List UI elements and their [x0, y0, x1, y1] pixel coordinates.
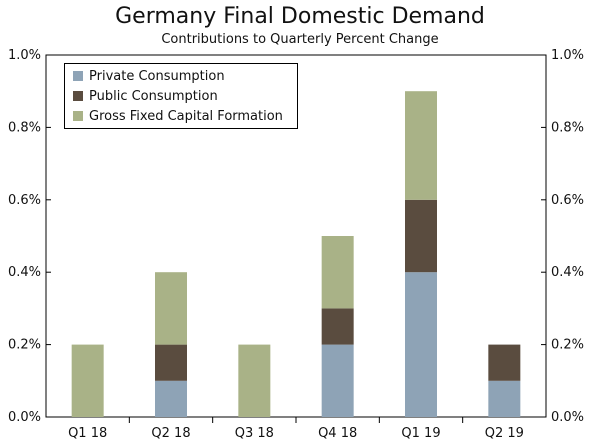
legend-item-public: Public Consumption [73, 87, 218, 105]
bar-gfcf [71, 344, 104, 417]
y-tick-label-right: 0.4% [551, 265, 584, 280]
x-tick-label: Q1 18 [68, 426, 107, 441]
x-tick-label: Q1 19 [401, 426, 440, 441]
y-tick-label-left: 0.6% [8, 193, 41, 208]
legend-swatch-public [73, 91, 83, 101]
bar-private [488, 380, 521, 417]
bar-gfcf [405, 91, 437, 200]
legend-swatch-private [73, 71, 83, 81]
bar-gfcf [321, 236, 354, 309]
bar-private [321, 344, 354, 417]
x-tick-label: Q3 18 [235, 426, 274, 441]
y-tick-label-right: 0.6% [551, 193, 584, 208]
legend-item-private: Private Consumption [73, 67, 225, 85]
y-tick-label-right: 0.0% [551, 410, 584, 425]
x-tick-label: Q4 18 [318, 426, 357, 441]
bar-gfcf [238, 344, 271, 417]
x-tick-label: Q2 19 [485, 426, 524, 441]
legend-label-gfcf: Gross Fixed Capital Formation [89, 108, 283, 124]
bar-gfcf [155, 272, 187, 345]
x-tick-label: Q2 18 [151, 426, 190, 441]
bar-public [488, 344, 521, 381]
y-tick-label-left: 0.0% [8, 410, 41, 425]
y-tick-label-right: 1.0% [551, 48, 584, 63]
bar-public [405, 199, 437, 273]
y-tick-label-right: 0.2% [551, 338, 584, 353]
legend: Private Consumption Public Consumption G… [64, 63, 298, 129]
chart-title: Germany Final Domestic Demand [115, 4, 485, 29]
y-tick-label-left: 1.0% [8, 48, 41, 63]
bar-public [321, 308, 354, 345]
chart-subtitle: Contributions to Quarterly Percent Chang… [161, 32, 439, 47]
y-tick-label-left: 0.8% [8, 120, 41, 135]
y-tick-label-left: 0.4% [8, 265, 41, 280]
y-tick-label-left: 0.2% [8, 338, 41, 353]
bar-private [155, 380, 187, 417]
bar-private [405, 272, 437, 417]
bar-public [155, 344, 187, 381]
legend-label-public: Public Consumption [89, 88, 218, 104]
legend-label-private: Private Consumption [89, 68, 225, 84]
legend-item-gfcf: Gross Fixed Capital Formation [73, 107, 283, 125]
legend-swatch-gfcf [73, 111, 83, 121]
y-tick-label-right: 0.8% [551, 120, 584, 135]
